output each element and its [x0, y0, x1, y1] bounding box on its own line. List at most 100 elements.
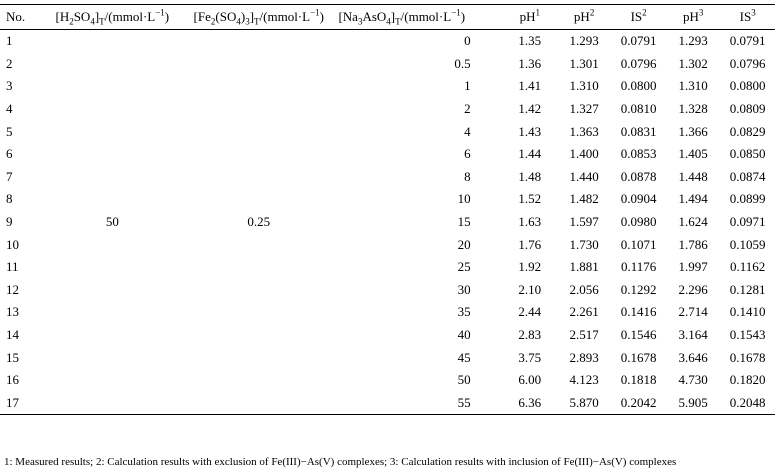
table-row: 10 20 1.76 1.730 0.1071 1.786 0.1059 — [0, 233, 775, 256]
cell-ph3: 1.494 — [678, 191, 708, 207]
cell-fe2so43 — [179, 166, 338, 189]
cell-na3aso4: 0 — [464, 33, 471, 49]
table-row: 17 55 6.36 5.870 0.2042 5.905 0.2048 — [0, 391, 775, 416]
cell-ph1: 1.42 — [518, 101, 542, 117]
cell-h2so4 — [46, 166, 180, 189]
cell-ph3: 1.366 — [678, 123, 708, 139]
cell-h2so4 — [46, 346, 180, 369]
header-row: No. [H2SO4]T/(mmol·L−1) [Fe2(SO4)3]T/(mm… — [0, 4, 775, 30]
cell-na3aso4: 45 — [457, 349, 471, 365]
cell-is3: 0.1543 — [729, 327, 766, 343]
cell-ph1: 1.44 — [518, 146, 542, 162]
cell-no: 3 — [6, 78, 13, 94]
cell-ph3: 1.328 — [678, 101, 708, 117]
table-row: 2 0.5 1.36 1.301 0.0796 1.302 0.0796 — [0, 53, 775, 76]
cell-fe2so43 — [179, 301, 338, 324]
cell-ph3: 2.714 — [678, 304, 708, 320]
cell-ph3: 1.302 — [678, 55, 708, 71]
table-row: 15 45 3.75 2.893 0.1678 3.646 0.1678 — [0, 346, 775, 369]
cell-is2: 0.0810 — [620, 101, 657, 117]
cell-na3aso4: 10 — [457, 191, 471, 207]
cell-ph2: 1.597 — [569, 214, 599, 230]
cell-no: 2 — [6, 55, 13, 71]
header-h2so4-concentration: [H2SO4]T/(mmol·L−1) — [45, 4, 180, 30]
cell-ph1: 1.36 — [518, 55, 542, 71]
cell-ph1: 2.44 — [518, 304, 542, 320]
table-row: 13 35 2.44 2.261 0.1416 2.714 0.1410 — [0, 301, 775, 324]
cell-no: 6 — [6, 146, 13, 162]
cell-ph1: 6.36 — [502, 391, 557, 416]
cell-is2: 0.0831 — [620, 123, 657, 139]
cell-no: 14 — [6, 327, 19, 343]
cell-no: 12 — [6, 281, 19, 297]
cell-ph3: 1.293 — [678, 33, 708, 49]
table-body: 1 0 1.35 1.293 0.0791 1.293 0.0791 2 0.5 1.36 1.30… — [0, 30, 775, 416]
header-ph1: pH1 — [502, 4, 557, 30]
cell-ph2: 2.893 — [569, 349, 599, 365]
cell-ph3: 2.296 — [678, 281, 708, 297]
cell-h2so4 — [46, 279, 180, 302]
cell-ph2: 5.870 — [556, 391, 612, 416]
table-row: 6 6 1.44 1.400 0.0853 1.405 0.0850 — [0, 143, 775, 166]
cell-ph2: 2.056 — [569, 281, 599, 297]
header-na3aso4-concentration: [Na3AsO4]T/(mmol·L−1) — [338, 4, 503, 30]
cell-ph1: 2.83 — [518, 327, 542, 343]
cell-is3: 0.0899 — [729, 191, 766, 207]
cell-is2: 0.0980 — [620, 214, 657, 230]
cell-fe2so43 — [179, 53, 338, 76]
cell-ph1: 1.76 — [518, 236, 542, 252]
cell-is2: 0.2042 — [611, 391, 666, 416]
cell-is3: 0.0809 — [729, 101, 766, 117]
table-row: 8 10 1.52 1.482 0.0904 1.494 0.0899 — [0, 188, 775, 211]
cell-no: 4 — [6, 101, 13, 117]
cell-ph1: 6.00 — [518, 372, 542, 388]
cell-ph1: 2.10 — [518, 281, 542, 297]
header-is3: IS3 — [720, 4, 775, 30]
cell-is2: 0.1546 — [620, 327, 657, 343]
cell-h2so4 — [46, 256, 180, 279]
cell-ph1: 1.63 — [518, 214, 542, 230]
cell-ph2: 1.482 — [569, 191, 599, 207]
cell-h2so4 — [46, 75, 180, 98]
cell-ph1: 1.52 — [518, 191, 542, 207]
cell-is3: 0.1059 — [729, 236, 766, 252]
cell-na3aso4: 30 — [457, 281, 471, 297]
cell-na3aso4: 20 — [457, 236, 471, 252]
cell-h2so4 — [46, 30, 180, 53]
cell-na3aso4: 55 — [338, 391, 503, 416]
cell-ph3: 5.905 — [665, 391, 721, 416]
table-row: 11 25 1.92 1.881 0.1176 1.997 0.1162 — [0, 256, 775, 279]
cell-is2: 0.0853 — [620, 146, 657, 162]
cell-ph2: 4.123 — [569, 372, 599, 388]
cell-is3: 0.1410 — [729, 304, 766, 320]
cell-is3: 0.0796 — [729, 55, 766, 71]
header-is2: IS2 — [611, 4, 666, 30]
cell-h2so4: 50 — [105, 214, 119, 230]
cell-ph1: 1.43 — [518, 123, 542, 139]
cell-fe2so43 — [179, 346, 338, 369]
cell-is3: 0.1281 — [729, 281, 766, 297]
cell-na3aso4: 25 — [457, 259, 471, 275]
table-row: 4 2 1.42 1.327 0.0810 1.328 0.0809 — [0, 98, 775, 121]
cell-no: 16 — [6, 372, 19, 388]
cell-is3: 0.2048 — [720, 391, 775, 416]
cell-is2: 0.1818 — [620, 372, 657, 388]
cell-ph2: 1.293 — [569, 33, 599, 49]
cell-h2so4 — [46, 301, 180, 324]
cell-ph1: 1.41 — [518, 78, 542, 94]
cell-is3: 0.0874 — [729, 168, 766, 184]
cell-fe2so43 — [179, 75, 338, 98]
cell-no: 7 — [6, 168, 13, 184]
cell-na3aso4: 50 — [457, 372, 471, 388]
cell-is2: 0.1071 — [620, 236, 657, 252]
cell-no: 5 — [6, 123, 13, 139]
cell-is3: 0.0971 — [729, 214, 766, 230]
cell-is2: 0.0796 — [620, 55, 657, 71]
cell-fe2so43 — [179, 233, 338, 256]
cell-is2: 0.1292 — [620, 281, 657, 297]
cell-ph2: 1.327 — [569, 101, 599, 117]
cell-fe2so43 — [179, 391, 339, 416]
cell-ph1: 1.48 — [518, 168, 542, 184]
cell-is2: 0.0878 — [620, 168, 657, 184]
cell-h2so4 — [46, 369, 180, 392]
